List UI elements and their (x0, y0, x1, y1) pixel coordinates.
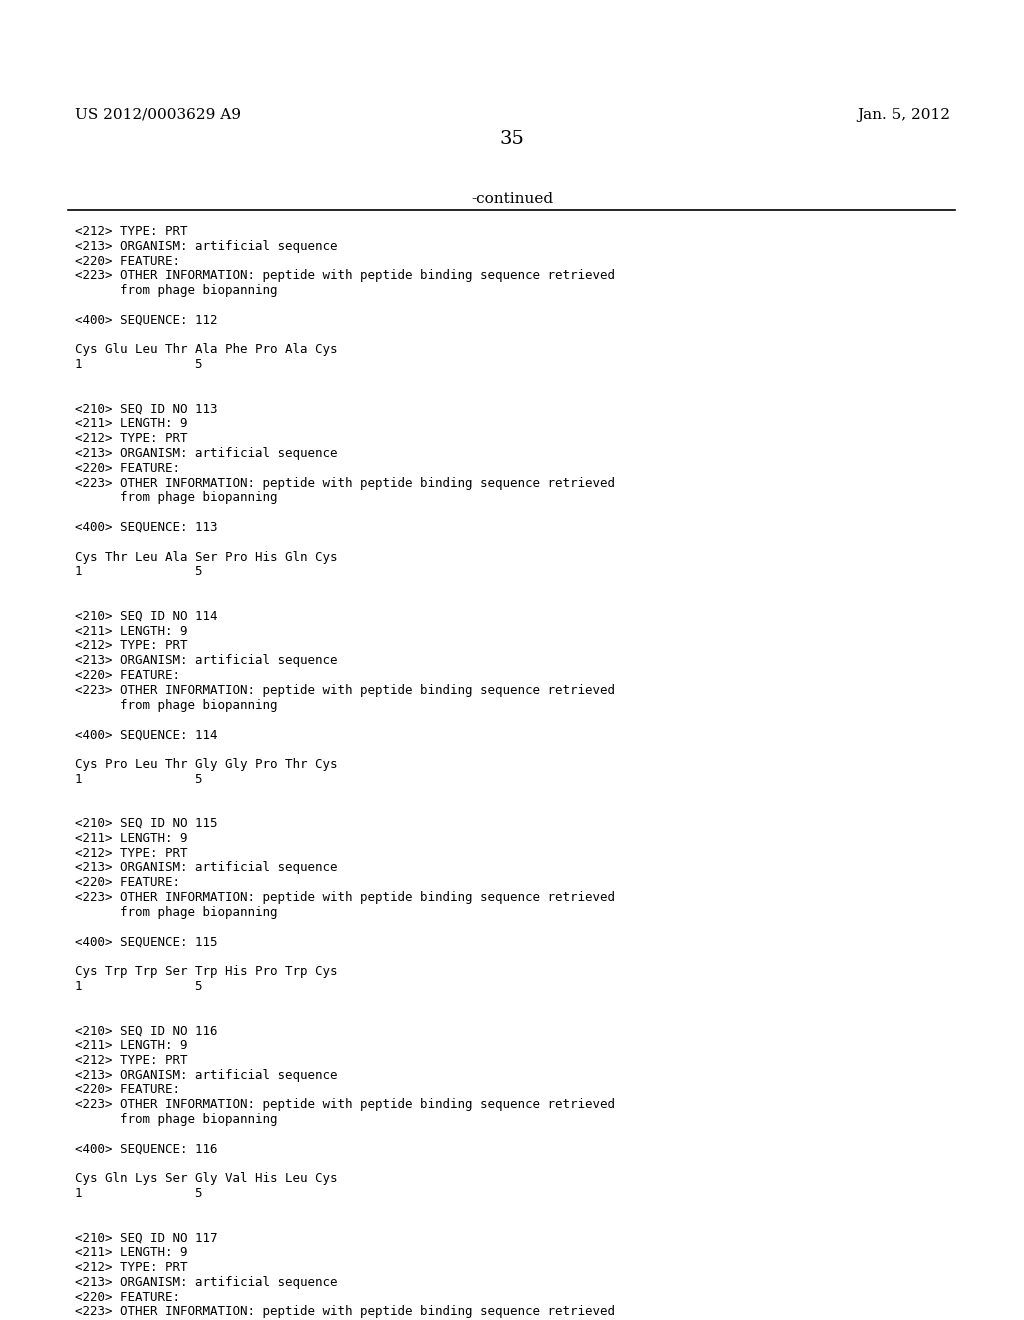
Text: 1               5: 1 5 (75, 772, 203, 785)
Text: <211> LENGTH: 9: <211> LENGTH: 9 (75, 832, 187, 845)
Text: <213> ORGANISM: artificial sequence: <213> ORGANISM: artificial sequence (75, 1276, 338, 1288)
Text: <212> TYPE: PRT: <212> TYPE: PRT (75, 846, 187, 859)
Text: from phage biopanning: from phage biopanning (75, 906, 278, 919)
Text: 1               5: 1 5 (75, 1187, 203, 1200)
Text: <213> ORGANISM: artificial sequence: <213> ORGANISM: artificial sequence (75, 240, 338, 253)
Text: <211> LENGTH: 9: <211> LENGTH: 9 (75, 1246, 187, 1259)
Text: <400> SEQUENCE: 113: <400> SEQUENCE: 113 (75, 521, 217, 535)
Text: <212> TYPE: PRT: <212> TYPE: PRT (75, 432, 187, 445)
Text: 35: 35 (500, 129, 524, 148)
Text: <212> TYPE: PRT: <212> TYPE: PRT (75, 1261, 187, 1274)
Text: US 2012/0003629 A9: US 2012/0003629 A9 (75, 108, 241, 121)
Text: <223> OTHER INFORMATION: peptide with peptide binding sequence retrieved: <223> OTHER INFORMATION: peptide with pe… (75, 1305, 615, 1319)
Text: Cys Gln Lys Ser Gly Val His Leu Cys: Cys Gln Lys Ser Gly Val His Leu Cys (75, 1172, 338, 1185)
Text: <211> LENGTH: 9: <211> LENGTH: 9 (75, 417, 187, 430)
Text: <220> FEATURE:: <220> FEATURE: (75, 1291, 180, 1304)
Text: <210> SEQ ID NO 116: <210> SEQ ID NO 116 (75, 1024, 217, 1038)
Text: <223> OTHER INFORMATION: peptide with peptide binding sequence retrieved: <223> OTHER INFORMATION: peptide with pe… (75, 477, 615, 490)
Text: <223> OTHER INFORMATION: peptide with peptide binding sequence retrieved: <223> OTHER INFORMATION: peptide with pe… (75, 269, 615, 282)
Text: <220> FEATURE:: <220> FEATURE: (75, 669, 180, 682)
Text: <400> SEQUENCE: 112: <400> SEQUENCE: 112 (75, 314, 217, 327)
Text: 1               5: 1 5 (75, 979, 203, 993)
Text: <211> LENGTH: 9: <211> LENGTH: 9 (75, 624, 187, 638)
Text: -continued: -continued (471, 191, 553, 206)
Text: <223> OTHER INFORMATION: peptide with peptide binding sequence retrieved: <223> OTHER INFORMATION: peptide with pe… (75, 1098, 615, 1111)
Text: <212> TYPE: PRT: <212> TYPE: PRT (75, 639, 187, 652)
Text: <223> OTHER INFORMATION: peptide with peptide binding sequence retrieved: <223> OTHER INFORMATION: peptide with pe… (75, 684, 615, 697)
Text: from phage biopanning: from phage biopanning (75, 491, 278, 504)
Text: <210> SEQ ID NO 115: <210> SEQ ID NO 115 (75, 817, 217, 830)
Text: <220> FEATURE:: <220> FEATURE: (75, 876, 180, 890)
Text: from phage biopanning: from phage biopanning (75, 698, 278, 711)
Text: Cys Glu Leu Thr Ala Phe Pro Ala Cys: Cys Glu Leu Thr Ala Phe Pro Ala Cys (75, 343, 338, 356)
Text: <210> SEQ ID NO 113: <210> SEQ ID NO 113 (75, 403, 217, 416)
Text: <211> LENGTH: 9: <211> LENGTH: 9 (75, 1039, 187, 1052)
Text: from phage biopanning: from phage biopanning (75, 284, 278, 297)
Text: <210> SEQ ID NO 117: <210> SEQ ID NO 117 (75, 1232, 217, 1245)
Text: <223> OTHER INFORMATION: peptide with peptide binding sequence retrieved: <223> OTHER INFORMATION: peptide with pe… (75, 891, 615, 904)
Text: <213> ORGANISM: artificial sequence: <213> ORGANISM: artificial sequence (75, 1069, 338, 1081)
Text: 1               5: 1 5 (75, 565, 203, 578)
Text: Jan. 5, 2012: Jan. 5, 2012 (857, 108, 950, 121)
Text: from phage biopanning: from phage biopanning (75, 1113, 278, 1126)
Text: <212> TYPE: PRT: <212> TYPE: PRT (75, 1053, 187, 1067)
Text: <213> ORGANISM: artificial sequence: <213> ORGANISM: artificial sequence (75, 862, 338, 874)
Text: 1               5: 1 5 (75, 358, 203, 371)
Text: <212> TYPE: PRT: <212> TYPE: PRT (75, 224, 187, 238)
Text: <400> SEQUENCE: 114: <400> SEQUENCE: 114 (75, 729, 217, 742)
Text: Cys Thr Leu Ala Ser Pro His Gln Cys: Cys Thr Leu Ala Ser Pro His Gln Cys (75, 550, 338, 564)
Text: <220> FEATURE:: <220> FEATURE: (75, 1084, 180, 1097)
Text: <213> ORGANISM: artificial sequence: <213> ORGANISM: artificial sequence (75, 655, 338, 667)
Text: <210> SEQ ID NO 114: <210> SEQ ID NO 114 (75, 610, 217, 623)
Text: Cys Pro Leu Thr Gly Gly Pro Thr Cys: Cys Pro Leu Thr Gly Gly Pro Thr Cys (75, 758, 338, 771)
Text: <213> ORGANISM: artificial sequence: <213> ORGANISM: artificial sequence (75, 447, 338, 459)
Text: <220> FEATURE:: <220> FEATURE: (75, 255, 180, 268)
Text: Cys Trp Trp Ser Trp His Pro Trp Cys: Cys Trp Trp Ser Trp His Pro Trp Cys (75, 965, 338, 978)
Text: <400> SEQUENCE: 115: <400> SEQUENCE: 115 (75, 936, 217, 948)
Text: <220> FEATURE:: <220> FEATURE: (75, 462, 180, 475)
Text: <400> SEQUENCE: 116: <400> SEQUENCE: 116 (75, 1143, 217, 1155)
